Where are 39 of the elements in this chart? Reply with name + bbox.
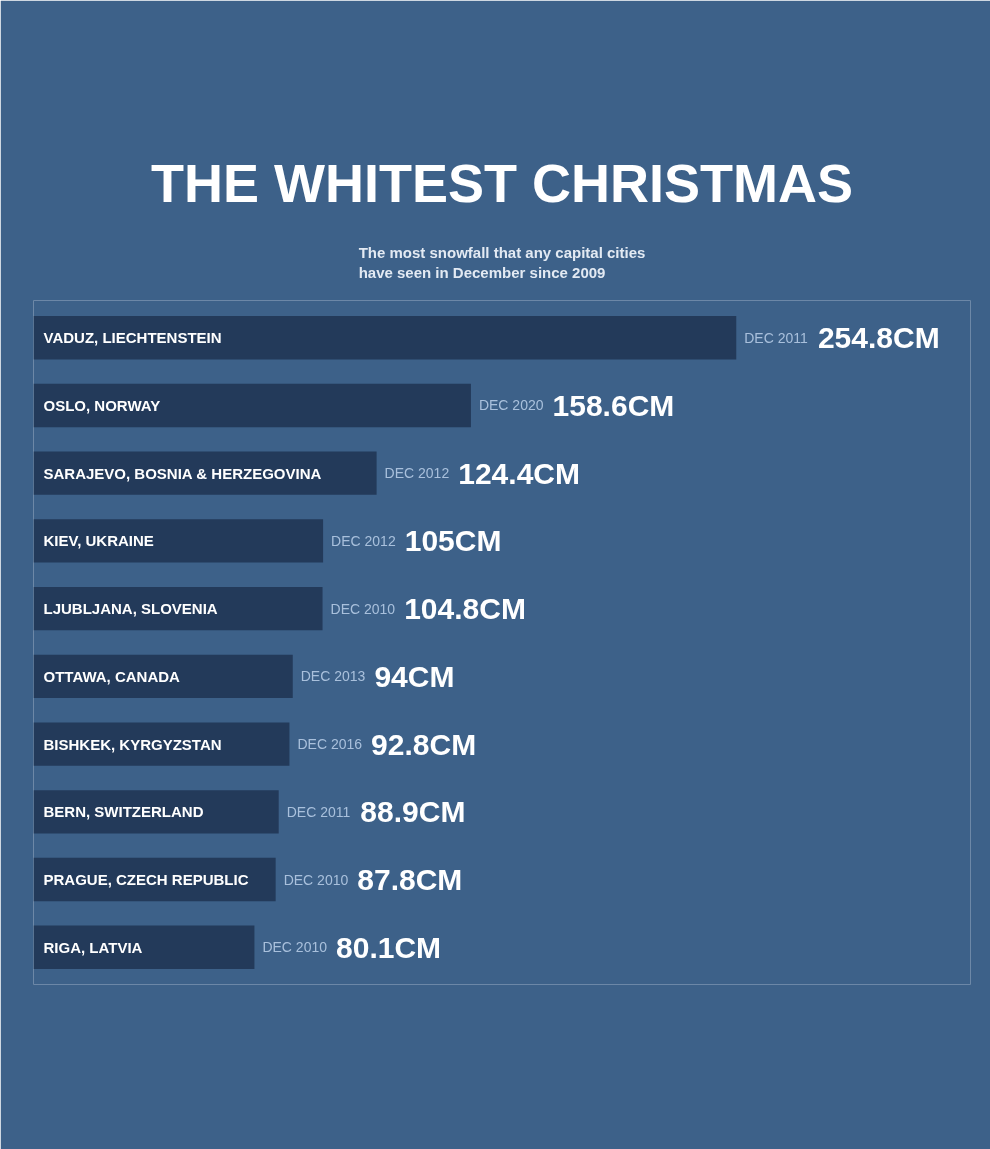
- chart-subtitle: The most snowfall that any capital cities have seen in December since 2009: [358, 244, 646, 282]
- bar: [33, 654, 293, 699]
- data-label: 92.8CM: [371, 727, 477, 761]
- data-label: 254.8CM: [817, 321, 940, 355]
- annotation: DEC 2011: [744, 329, 809, 346]
- annotation: DEC 2010: [283, 871, 349, 888]
- y-tick-label: VADUZ, LIECHTENSTEIN: [43, 329, 222, 347]
- chart-title: THE WHITEST CHRISTMAS: [151, 152, 853, 213]
- bar: [33, 722, 290, 766]
- y-tick-label: BERN, SWITZERLAND: [43, 803, 204, 821]
- data-label: 124.4CM: [458, 456, 580, 490]
- data-label: 158.6CM: [552, 388, 675, 422]
- y-tick-label: PRAGUE, CZECH REPUBLIC: [43, 871, 249, 889]
- y-tick-label: BISHKEK, KYRGYZSTAN: [43, 735, 222, 753]
- bar: [33, 316, 737, 360]
- annotation: DEC 2012: [331, 532, 396, 549]
- bar: [33, 925, 255, 969]
- annotation: DEC 2010: [330, 600, 396, 617]
- data-label: 104.8CM: [404, 592, 526, 626]
- y-tick-label: LJUBLJANA, SLOVENIA: [43, 600, 218, 618]
- annotation: DEC 2020: [478, 397, 544, 414]
- data-label: 105CM: [404, 524, 502, 558]
- annotation: DEC 2013: [300, 668, 366, 685]
- annotation: DEC 2011: [286, 803, 351, 820]
- y-tick-label: OSLO, NORWAY: [43, 396, 161, 414]
- bar: [33, 519, 324, 563]
- annotation: DEC 2016: [297, 736, 363, 753]
- bar: [33, 383, 471, 428]
- data-label: 87.8CM: [357, 863, 463, 897]
- data-label: 94CM: [374, 659, 455, 693]
- y-tick-label: SARAJEVO, BOSNIA & HERZEGOVINA: [43, 464, 322, 482]
- bar: [33, 586, 323, 631]
- data-label: 88.9CM: [360, 795, 466, 829]
- y-tick-label: RIGA, LATVIA: [43, 938, 143, 956]
- data-label: 80.1CM: [336, 930, 442, 964]
- annotation: DEC 2012: [384, 465, 450, 482]
- y-tick-label: OTTAWA, CANADA: [43, 667, 181, 685]
- y-tick-label: KIEV, UKRAINE: [43, 532, 154, 550]
- annotation: DEC 2010: [262, 939, 328, 956]
